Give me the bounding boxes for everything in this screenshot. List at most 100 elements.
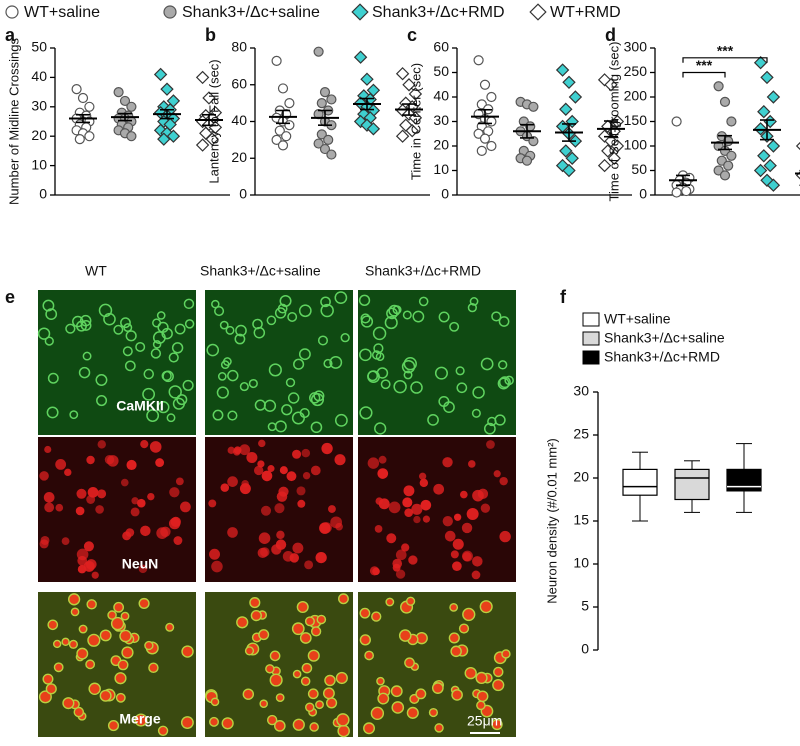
cell <box>486 440 495 449</box>
cell <box>138 564 148 574</box>
cell <box>82 351 92 361</box>
cell <box>249 597 261 609</box>
data-point <box>726 116 737 127</box>
cell <box>97 440 106 449</box>
cell <box>168 352 179 363</box>
cell <box>259 699 268 708</box>
data-point <box>604 78 618 92</box>
cell <box>150 348 162 359</box>
data-point <box>284 98 295 109</box>
cell <box>367 370 380 384</box>
y-tick-label: 50 <box>433 63 449 79</box>
cell <box>174 323 186 335</box>
legend-label: WT+saline <box>604 311 671 327</box>
error-bar <box>562 123 576 142</box>
cell <box>377 468 389 479</box>
data-point <box>719 170 731 181</box>
cell <box>292 718 305 731</box>
cell <box>171 342 184 354</box>
box <box>726 468 762 492</box>
data-point <box>126 101 137 112</box>
cell <box>254 465 264 476</box>
cell <box>125 528 135 537</box>
cell <box>360 313 371 324</box>
cell <box>269 650 281 662</box>
cell <box>418 472 427 480</box>
cell <box>227 476 238 487</box>
cell <box>217 372 227 381</box>
cell <box>43 492 55 503</box>
cell <box>281 404 293 416</box>
data-point <box>766 90 781 104</box>
cell <box>475 671 488 685</box>
panel-label: e <box>5 287 15 307</box>
cell <box>334 413 348 427</box>
cell <box>468 460 476 468</box>
cell <box>386 533 397 544</box>
cell <box>115 692 126 703</box>
cell <box>239 382 249 392</box>
cell <box>315 551 327 564</box>
y-tick-label: 25 <box>573 426 589 442</box>
y-tick-label: 0 <box>239 186 247 202</box>
cell <box>227 527 238 538</box>
cell <box>278 486 289 497</box>
cell <box>219 320 229 330</box>
cell <box>95 374 108 386</box>
data-point <box>713 81 724 92</box>
cell <box>461 522 473 534</box>
data-point <box>562 75 576 89</box>
cell <box>147 492 155 501</box>
cell <box>97 489 107 499</box>
data-point <box>601 144 615 158</box>
cell <box>327 505 336 513</box>
data-point <box>405 123 419 138</box>
data-point <box>195 70 210 85</box>
cell <box>78 366 91 379</box>
cell <box>39 539 49 549</box>
panel-label: d <box>605 25 616 45</box>
data-point <box>479 79 491 90</box>
y-tick-label: 30 <box>573 383 589 399</box>
cell <box>157 401 170 414</box>
cell <box>114 672 127 685</box>
y-tick-label: 0 <box>639 186 647 202</box>
data-point <box>205 132 219 146</box>
cell <box>367 457 380 469</box>
cell <box>388 501 401 514</box>
cell <box>442 516 453 527</box>
legend-swatch <box>582 312 600 327</box>
micrograph <box>205 290 353 435</box>
data-point <box>360 72 374 86</box>
cell <box>406 706 419 719</box>
cell <box>44 336 54 346</box>
cell <box>451 689 463 701</box>
cell <box>413 515 421 524</box>
cell <box>374 422 387 435</box>
cell <box>98 303 113 318</box>
y-tick-label: 20 <box>231 149 247 165</box>
cell <box>99 689 112 702</box>
cell <box>375 352 385 361</box>
cell <box>497 377 510 390</box>
error-bar <box>76 113 90 124</box>
micrograph <box>358 290 516 435</box>
data-point <box>313 46 324 57</box>
y-tick-label: 300 <box>624 39 648 55</box>
cell <box>448 632 460 644</box>
cell <box>75 506 85 516</box>
cell <box>87 486 99 498</box>
error-bar <box>402 103 416 116</box>
y-tick-label: 60 <box>433 39 449 55</box>
cell <box>53 662 64 673</box>
cell <box>175 477 184 486</box>
cell <box>360 315 374 328</box>
cell <box>317 335 329 346</box>
cell <box>273 720 286 732</box>
cell <box>293 358 305 370</box>
data-point <box>610 139 625 153</box>
error-bar <box>160 108 174 120</box>
cell <box>320 303 334 318</box>
cell <box>292 542 304 554</box>
cell <box>329 355 343 369</box>
